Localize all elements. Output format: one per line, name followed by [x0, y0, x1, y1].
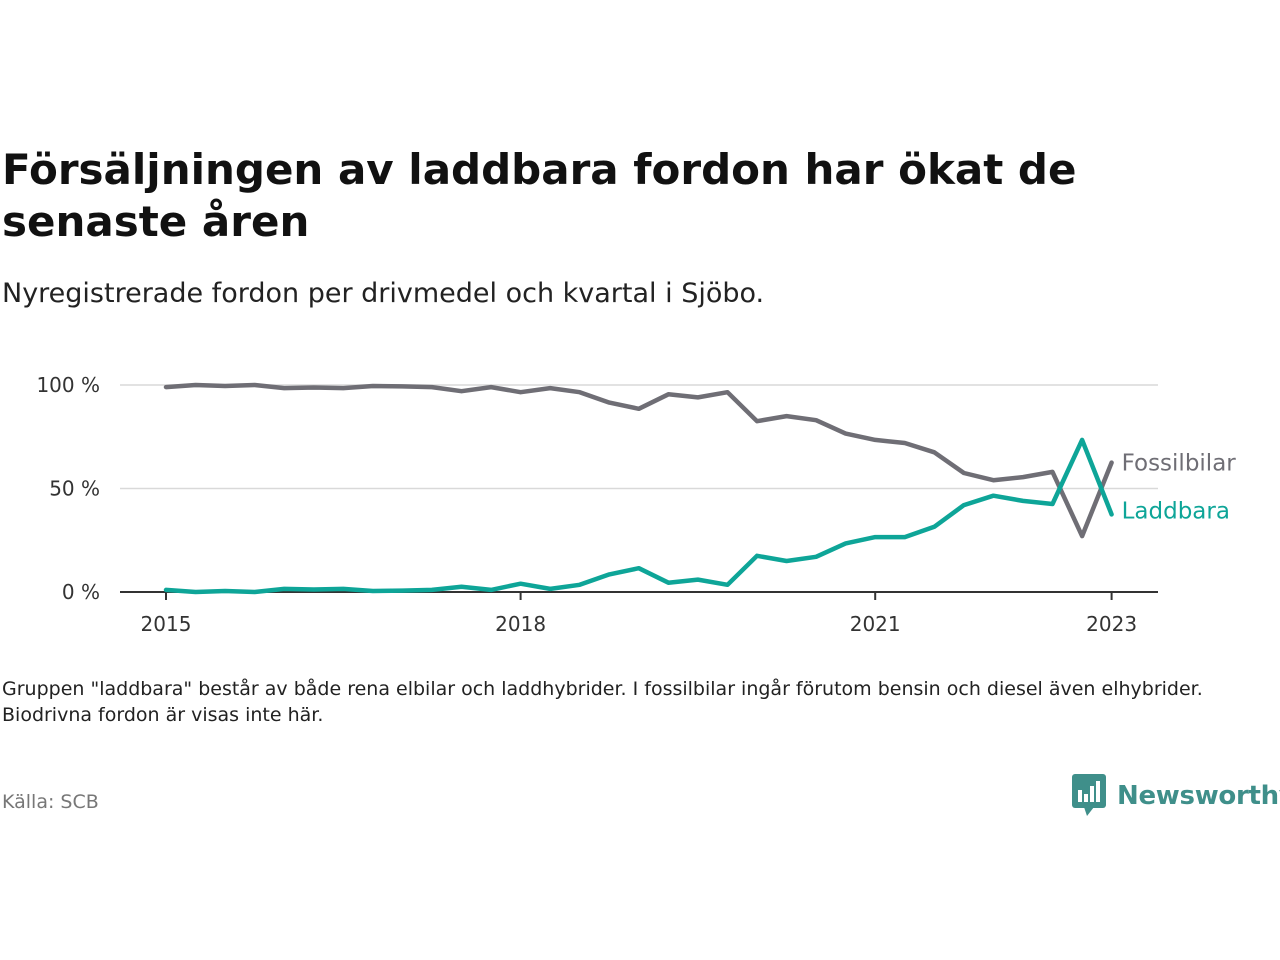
y-tick-label: 50 % — [49, 477, 100, 501]
series-label-fossilbilar: Fossilbilar — [1122, 451, 1237, 477]
footnote: Gruppen "laddbara" består av både rena e… — [2, 678, 1203, 726]
logo-text: Newsworthy — [1117, 781, 1280, 811]
bar-chart-bubble-icon — [1072, 774, 1106, 816]
x-tick-label: 2018 — [495, 612, 546, 636]
line-chart: 0 % 50 % 100 % 2015 2018 2021 2023 Fossilbila… — [36, 373, 1237, 636]
y-axis-ticks: 0 % 50 % 100 % — [36, 373, 100, 604]
x-tick-label: 2023 — [1086, 612, 1137, 636]
newsworthy-logo[interactable]: Newsworthy — [1072, 774, 1280, 818]
y-tick-label: 100 % — [36, 373, 100, 397]
series-line-fossilbilar — [163, 382, 1114, 539]
x-axis: 2015 2018 2021 2023 — [120, 591, 1158, 636]
x-tick-label: 2015 — [141, 612, 192, 636]
chart-title: Försäljningen av laddbara fordon har öka… — [2, 145, 1077, 246]
source-note: Källa: SCB — [2, 791, 99, 813]
x-tick-label: 2021 — [850, 612, 901, 636]
series-lines — [163, 382, 1114, 595]
y-tick-label: 0 % — [62, 580, 100, 604]
series-label-laddbara: Laddbara — [1122, 498, 1230, 524]
series-labels: Fossilbilar Laddbara — [1122, 451, 1237, 525]
series-line-laddbara — [163, 437, 1114, 595]
chart-subtitle: Nyregistrerade fordon per drivmedel och … — [2, 278, 765, 309]
grid-lines — [120, 384, 1158, 490]
